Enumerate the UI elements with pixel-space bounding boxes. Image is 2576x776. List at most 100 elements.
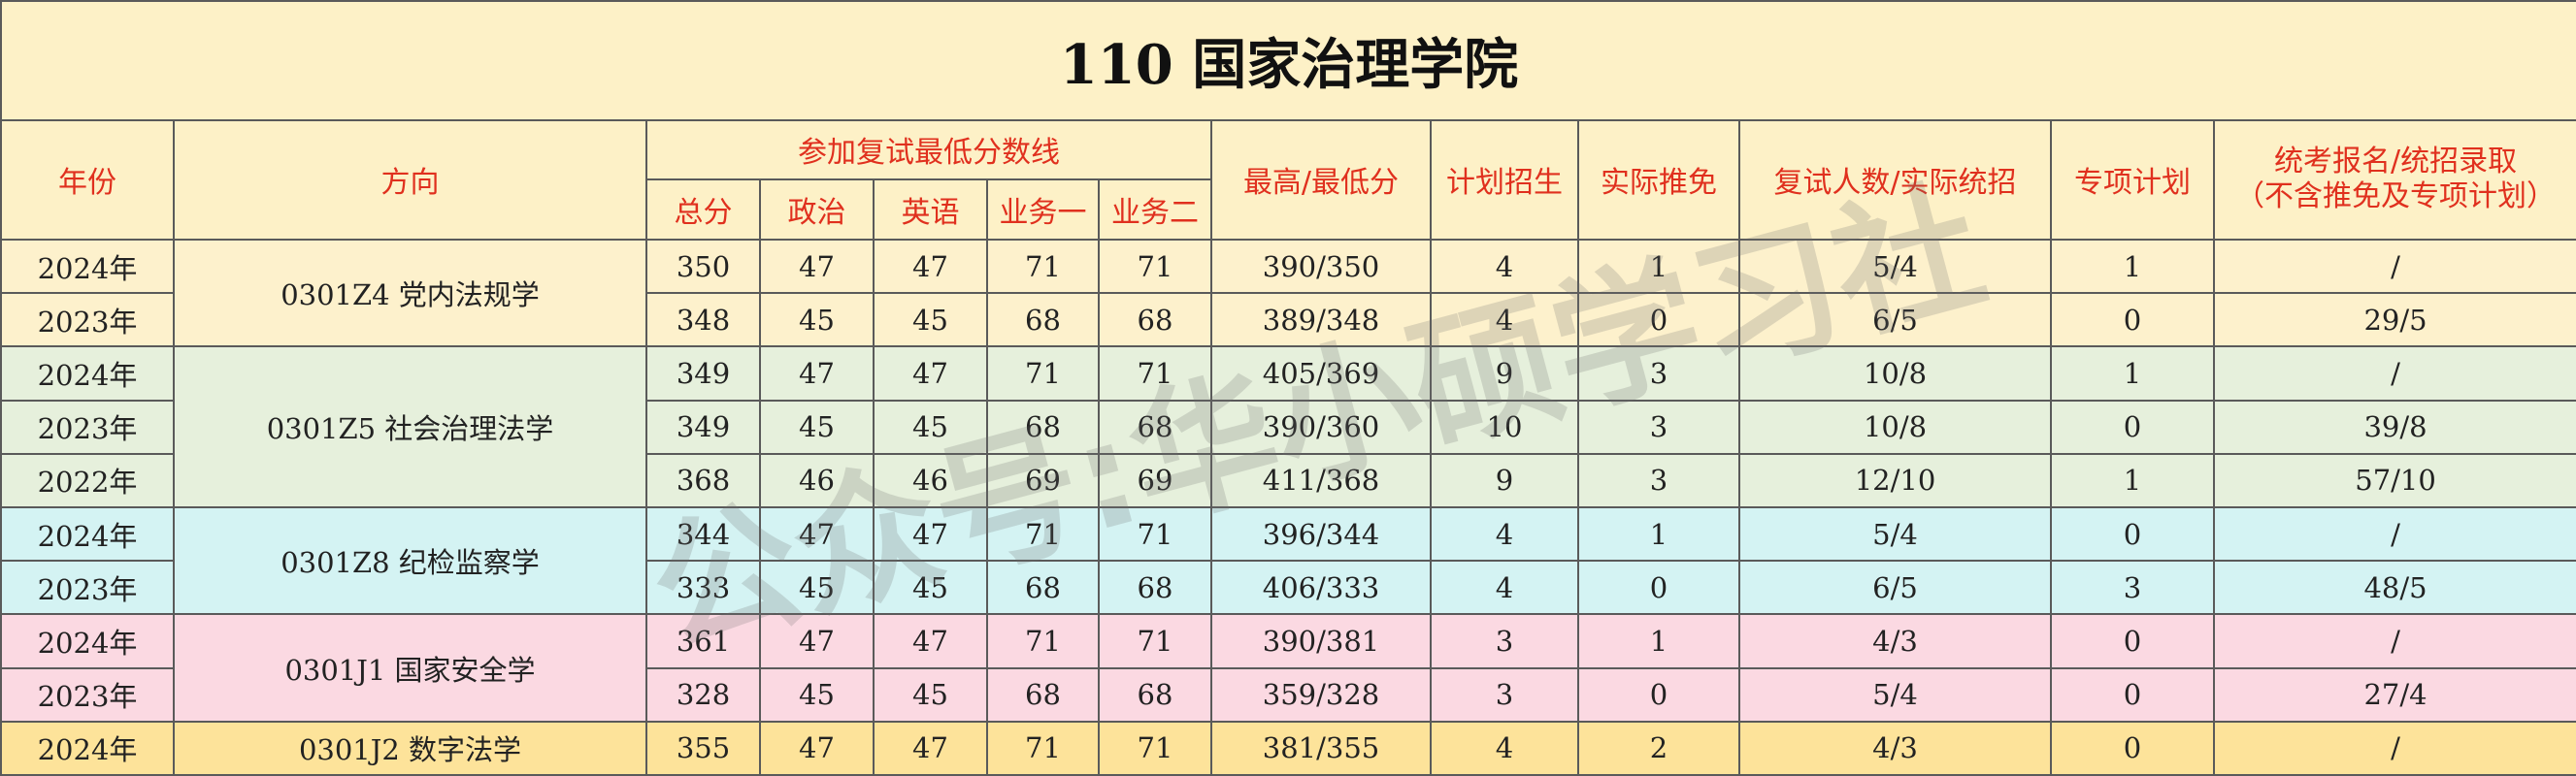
value: 47 <box>759 613 875 669</box>
value: 361 <box>645 613 761 669</box>
value: 48/5 <box>2212 560 2576 616</box>
value: 12/10 <box>1738 452 2052 509</box>
value: 71 <box>986 506 1100 563</box>
value: 390/360 <box>1210 399 1432 455</box>
value: 350 <box>645 239 761 295</box>
value: 47 <box>873 239 988 295</box>
value: 27/4 <box>2212 666 2576 723</box>
value: 0 <box>2050 292 2215 348</box>
value: 349 <box>645 399 761 455</box>
value: 10/8 <box>1738 345 2052 402</box>
value: 3 <box>1577 399 1740 455</box>
value: 4 <box>1430 720 1579 776</box>
value: 71 <box>1098 613 1212 669</box>
value: 71 <box>1098 506 1212 563</box>
value: 47 <box>759 506 875 563</box>
value: 5/4 <box>1738 239 2052 295</box>
value: 0 <box>2050 720 2215 776</box>
row: 2023年 328 45 45 68 68 359/328 3 0 5/4 0 27/4 <box>0 666 2576 723</box>
header-line: （不含推免及专项计划） <box>2235 179 2557 214</box>
value: 71 <box>986 720 1100 776</box>
value: 4 <box>1430 506 1579 563</box>
direction: 0301J2 数字法学 <box>173 720 647 776</box>
row: 110 国家治理学院 <box>0 0 2576 121</box>
value: 45 <box>759 292 875 348</box>
value: 0 <box>2050 506 2215 563</box>
value: / <box>2212 506 2576 563</box>
row: 2023年 349 45 45 68 68 390/360 10 3 10/8 0 39/8 <box>0 399 2576 455</box>
value: 46 <box>759 452 875 509</box>
value: 68 <box>1098 560 1212 616</box>
row: 2023年 333 45 45 68 68 406/333 4 0 6/5 3 48/5 <box>0 560 2576 616</box>
value: 5/4 <box>1738 506 2052 563</box>
value: 10/8 <box>1738 399 2052 455</box>
value: 1 <box>1577 506 1740 563</box>
value: 6/5 <box>1738 560 2052 616</box>
value: 68 <box>986 292 1100 348</box>
year: 2023年 <box>0 666 175 723</box>
header: 政治 <box>759 178 875 242</box>
header: 计划招生 <box>1430 118 1579 242</box>
value: 0 <box>1577 560 1740 616</box>
value: 348 <box>645 292 761 348</box>
value: 3 <box>1577 345 1740 402</box>
value: 6/5 <box>1738 292 2052 348</box>
value: 47 <box>873 720 988 776</box>
row: 2024年 0301J1 国家安全学 361 47 47 71 71 390/381 3 1 4/3… <box>0 613 2576 723</box>
value: 9 <box>1430 345 1579 402</box>
value: 68 <box>1098 292 1212 348</box>
value: 68 <box>986 666 1100 723</box>
row: 2024年 0301Z4 党内法规学 350 47 47 71 71 390/350 4 1 5/4… <box>0 239 2576 348</box>
value: 57/10 <box>2212 452 2576 509</box>
value: 1 <box>1577 239 1740 295</box>
value: 47 <box>873 506 988 563</box>
value: 1 <box>2050 345 2215 402</box>
value: / <box>2212 613 2576 669</box>
header: 复试人数/实际统招 <box>1738 118 2052 242</box>
header: 总分 <box>645 178 761 242</box>
value: 68 <box>986 560 1100 616</box>
header-line: 统考报名/统招录取 <box>2273 145 2518 179</box>
row: 2023年 348 45 45 68 68 389/348 4 0 6/5 0 29/5 <box>0 292 2576 348</box>
value: 1 <box>2050 239 2215 295</box>
value: 3 <box>1430 666 1579 723</box>
value: 396/344 <box>1210 506 1432 563</box>
value: 46 <box>873 452 988 509</box>
value: 0 <box>2050 399 2215 455</box>
value: 390/381 <box>1210 613 1432 669</box>
value: 368 <box>645 452 761 509</box>
value: 47 <box>759 239 875 295</box>
year: 2023年 <box>0 292 175 348</box>
value: 45 <box>759 399 875 455</box>
value: 47 <box>873 345 988 402</box>
year: 2024年 <box>0 613 175 669</box>
header: 最高/最低分 <box>1210 118 1432 242</box>
row: 总分 政治 英语 业务一 业务二 <box>1 178 2576 242</box>
value: 47 <box>759 345 875 402</box>
value: 68 <box>1098 399 1212 455</box>
value: 45 <box>873 560 988 616</box>
value: 405/369 <box>1210 345 1432 402</box>
direction: 0301Z4 党内法规学 <box>173 239 647 348</box>
year: 2024年 <box>0 720 175 776</box>
year: 2024年 <box>0 239 175 295</box>
value: 333 <box>645 560 761 616</box>
value: 0 <box>1577 666 1740 723</box>
direction: 0301Z8 纪检监察学 <box>173 506 647 616</box>
value: 47 <box>873 613 988 669</box>
value: 3 <box>1430 613 1579 669</box>
value: 9 <box>1430 452 1579 509</box>
value: / <box>2212 239 2576 295</box>
direction: 0301J1 国家安全学 <box>173 613 647 723</box>
value: / <box>2212 345 2576 402</box>
value: 355 <box>645 720 761 776</box>
value: 4 <box>1430 292 1579 348</box>
table-title: 110 国家治理学院 <box>0 0 2576 121</box>
value: 69 <box>1098 452 1212 509</box>
value: 390/350 <box>1210 239 1432 295</box>
value: 411/368 <box>1210 452 1432 509</box>
value: 3 <box>2050 560 2215 616</box>
value: 69 <box>986 452 1100 509</box>
